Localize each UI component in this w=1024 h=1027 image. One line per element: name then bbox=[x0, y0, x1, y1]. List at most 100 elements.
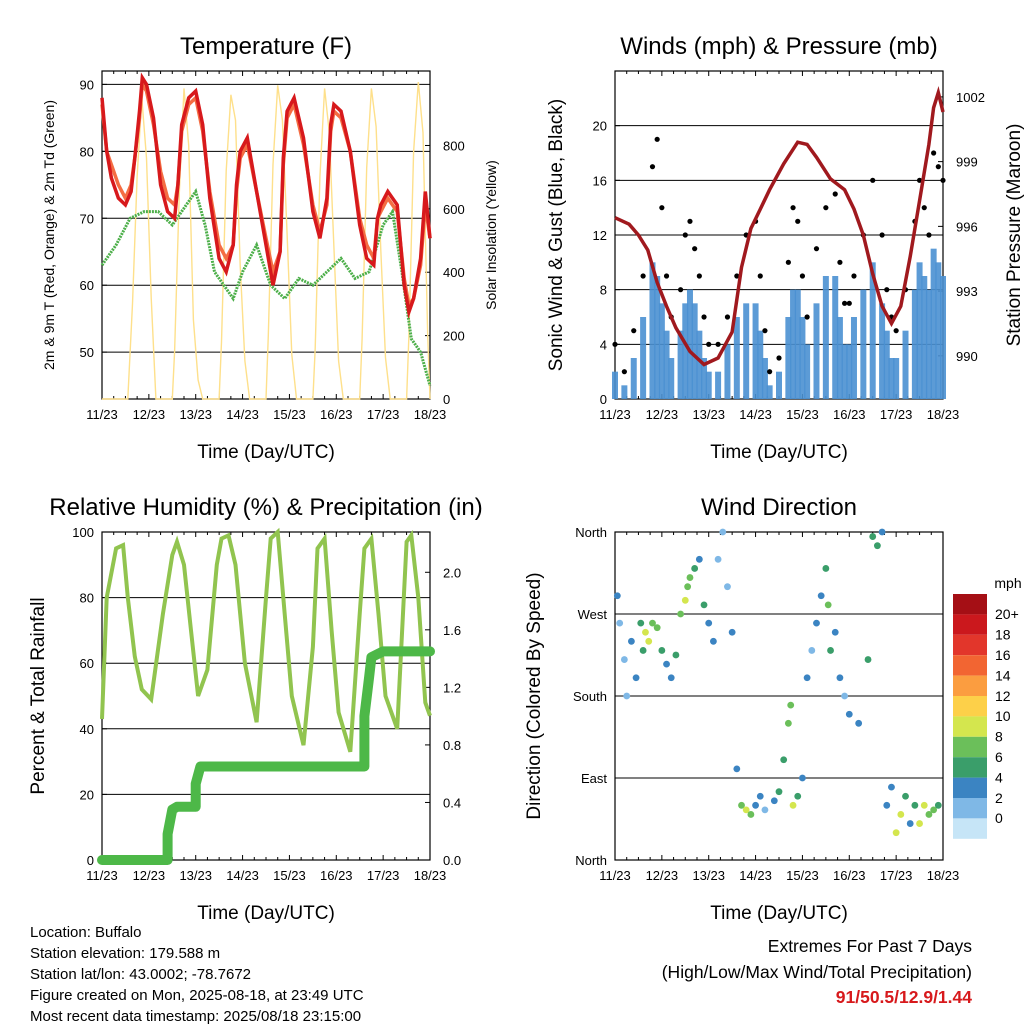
wind-bar bbox=[677, 330, 684, 399]
extremes-subtitle: (High/Low/Max Wind/Total Precipitation) bbox=[661, 961, 972, 982]
wind-bar bbox=[893, 358, 900, 399]
x-tick-label: 17/23 bbox=[880, 868, 913, 883]
wind-bar bbox=[925, 289, 932, 399]
legend-swatch bbox=[953, 777, 987, 798]
direction-point bbox=[869, 533, 877, 540]
gust-point bbox=[654, 136, 660, 142]
legend-label: 4 bbox=[995, 769, 1003, 785]
y-tick-label: East bbox=[581, 771, 607, 786]
extremes-values: 91/50.5/12.9/1.44 bbox=[835, 987, 972, 1007]
dewpoint-line bbox=[100, 188, 432, 387]
direction-point bbox=[813, 619, 820, 627]
direction-point bbox=[897, 811, 905, 818]
x-tick-label: 16/23 bbox=[833, 868, 866, 883]
wind-bar bbox=[794, 289, 801, 399]
wind-bar bbox=[724, 344, 731, 399]
direction-point bbox=[649, 619, 656, 627]
direction-point bbox=[747, 811, 755, 818]
x-tick-label: 17/23 bbox=[367, 868, 400, 883]
direction-point bbox=[756, 792, 764, 800]
gust-point bbox=[804, 314, 810, 320]
gust-point bbox=[640, 273, 646, 279]
direction-point bbox=[728, 628, 736, 636]
y2-tick-label: 999 bbox=[956, 155, 978, 170]
wind-bar bbox=[879, 303, 886, 399]
direction-point bbox=[639, 647, 647, 654]
wind-bar bbox=[846, 344, 853, 399]
speed-legend: mph 20+ 18 16 14 12 10 8 6 4 2 0 bbox=[953, 575, 1022, 839]
wind-bar bbox=[630, 358, 637, 399]
direction-point bbox=[878, 528, 886, 536]
direction-point bbox=[663, 660, 670, 668]
gust-point bbox=[663, 273, 670, 279]
x-tick-label: 13/23 bbox=[179, 868, 212, 883]
y2-tick-label: 0 bbox=[443, 392, 450, 407]
y-tick-label: 8 bbox=[600, 283, 607, 298]
direction-point bbox=[874, 542, 881, 550]
direction-point bbox=[803, 674, 811, 682]
y-tick-label: 50 bbox=[80, 345, 94, 360]
wind-bar bbox=[902, 330, 909, 399]
direction-point bbox=[855, 719, 863, 727]
gust-point bbox=[649, 164, 656, 170]
wind-bar bbox=[888, 358, 895, 399]
y-tick-label: 20 bbox=[80, 787, 94, 802]
chart-title: Wind Direction bbox=[701, 494, 857, 521]
direction-point bbox=[808, 647, 816, 654]
x-tick-label: 18/23 bbox=[927, 868, 960, 883]
y2-tick-label: 1.2 bbox=[443, 680, 461, 695]
legend-swatch bbox=[953, 634, 987, 656]
humidity-line bbox=[100, 527, 432, 753]
direction-point bbox=[817, 592, 825, 600]
direction-point bbox=[613, 592, 621, 600]
y-tick-label: North bbox=[575, 853, 607, 868]
chart-panel-4: Wind Direction 11/23 12/23 13/23 14/23 15/23 1… bbox=[524, 494, 1022, 924]
direction-point bbox=[827, 647, 834, 654]
wind-bar bbox=[832, 276, 839, 399]
y-tick-label: North bbox=[575, 525, 607, 540]
direction-point bbox=[623, 692, 631, 700]
station-info: Location: Buffalo Station elevation: 179… bbox=[30, 922, 364, 1027]
gust-point bbox=[940, 177, 946, 183]
legend-swatch bbox=[953, 716, 987, 737]
direction-point bbox=[714, 555, 722, 563]
gust-point bbox=[692, 246, 698, 252]
direction-point bbox=[672, 651, 680, 659]
gust-point bbox=[823, 205, 829, 211]
y-tick-label: 60 bbox=[80, 278, 94, 293]
x-tick-label: 16/23 bbox=[320, 868, 353, 883]
legend-label: 0 bbox=[995, 810, 1003, 826]
wind-bar bbox=[804, 344, 811, 399]
direction-point bbox=[930, 806, 938, 814]
y2-tick-label: 2.0 bbox=[443, 565, 461, 580]
y-tick-label: 20 bbox=[593, 119, 607, 134]
direction-point bbox=[824, 601, 832, 609]
chart-title: Temperature (F) bbox=[180, 33, 352, 60]
y-tick-label: 40 bbox=[80, 722, 94, 737]
wind-bar bbox=[911, 289, 918, 399]
direction-point bbox=[637, 619, 645, 627]
wind-bar bbox=[757, 330, 764, 399]
legend-label: 8 bbox=[995, 729, 1003, 745]
wind-bar bbox=[766, 385, 773, 399]
y2-tick-label: 0.0 bbox=[443, 853, 461, 868]
x-tick-label: 14/23 bbox=[739, 407, 772, 422]
y-axis-label: Sonic Wind & Gust (Blue, Black) bbox=[546, 99, 567, 371]
wind-bar bbox=[621, 385, 628, 399]
y-axis-label: 2m & 9m T (Red, Orange) & 2m Td (Green) bbox=[41, 100, 57, 370]
direction-point bbox=[710, 637, 717, 645]
x-axis-label: Time (Day/UTC) bbox=[197, 903, 335, 924]
y-tick-label: 16 bbox=[593, 173, 607, 188]
x-tick-label: 14/23 bbox=[739, 868, 772, 883]
x-tick-label: 16/23 bbox=[320, 407, 353, 422]
legend-title: mph bbox=[994, 575, 1021, 591]
direction-point bbox=[934, 801, 942, 809]
gust-point bbox=[715, 341, 721, 347]
direction-point bbox=[864, 656, 872, 663]
gust-point bbox=[916, 177, 923, 183]
wind-bar bbox=[860, 289, 867, 399]
x-tick-label: 15/23 bbox=[273, 868, 306, 883]
x-tick-label: 12/23 bbox=[646, 407, 679, 422]
wind-bar bbox=[935, 262, 942, 399]
x-tick-label: 13/23 bbox=[692, 868, 725, 883]
